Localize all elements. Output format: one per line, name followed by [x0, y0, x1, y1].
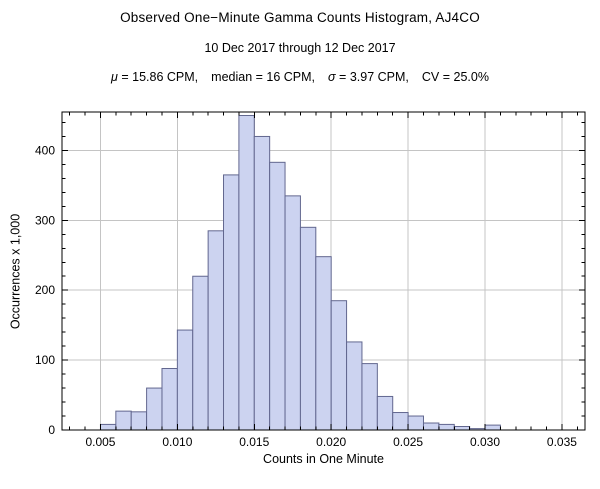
- sigma-stat: σ = 3.97 CPM,: [328, 70, 409, 84]
- x-tick-label: 0.005: [85, 435, 115, 449]
- histogram-bar: [284, 195, 301, 431]
- histogram-bar: [361, 363, 378, 431]
- sigma-symbol: σ: [328, 70, 336, 84]
- histogram-bar: [269, 161, 286, 431]
- histogram-bar: [238, 114, 255, 431]
- x-tick-label: 0.010: [162, 435, 192, 449]
- histogram-bar: [115, 410, 132, 431]
- histogram-bar: [223, 174, 240, 431]
- cv-stat: CV = 25.0%: [421, 70, 489, 84]
- histogram-bar: [422, 422, 440, 431]
- histogram-bar: [299, 226, 317, 431]
- histogram-bar: [407, 415, 424, 431]
- x-tick-label: 0.035: [547, 435, 577, 449]
- y-tick-label: 100: [35, 353, 55, 367]
- histogram-bar: [376, 395, 394, 431]
- histogram-bar: [192, 275, 209, 431]
- histogram-bar: [315, 256, 332, 431]
- histogram-bar: [484, 424, 501, 431]
- y-tick-label: 400: [35, 143, 55, 157]
- histogram-bar: [176, 329, 194, 431]
- chart-title: Observed One−Minute Gamma Counts Histogr…: [120, 10, 480, 25]
- y-tick-label: 200: [35, 283, 55, 297]
- histogram-bar: [392, 412, 409, 431]
- median-stat: median = 16 CPM,: [211, 70, 316, 84]
- histogram-bar: [330, 300, 348, 431]
- histogram-bar: [161, 367, 178, 431]
- histogram-bar: [99, 423, 117, 431]
- histogram-bar: [146, 387, 163, 431]
- mu-stat: μ = 15.86 CPM,: [111, 70, 198, 84]
- mu-symbol: μ: [111, 70, 118, 84]
- histogram-bar: [438, 423, 455, 431]
- histogram-bar: [453, 426, 471, 431]
- chart-subtitle: 10 Dec 2017 through 12 Dec 2017: [204, 41, 396, 55]
- x-tick-label: 0.015: [239, 435, 269, 449]
- y-tick-label: 0: [48, 423, 55, 437]
- stats-line: μ = 15.86 CPM, median = 16 CPM, σ = 3.97 C…: [0, 70, 600, 84]
- x-tick-label: 0.025: [393, 435, 423, 449]
- histogram-bar: [207, 230, 225, 431]
- histogram-bar: [346, 341, 363, 431]
- histogram-bar: [130, 411, 148, 431]
- x-tick-label: 0.030: [470, 435, 500, 449]
- histogram-bar: [253, 135, 271, 431]
- x-tick-label: 0.020: [316, 435, 346, 449]
- sigma-text: = 3.97 CPM,: [335, 70, 409, 84]
- y-axis-title: Occurrences x 1,000: [8, 213, 23, 330]
- y-tick-label: 300: [35, 213, 55, 227]
- mu-text: = 15.86 CPM,: [117, 70, 199, 84]
- x-axis-title: Counts in One Minute: [263, 452, 384, 466]
- plot-frame: [61, 111, 586, 431]
